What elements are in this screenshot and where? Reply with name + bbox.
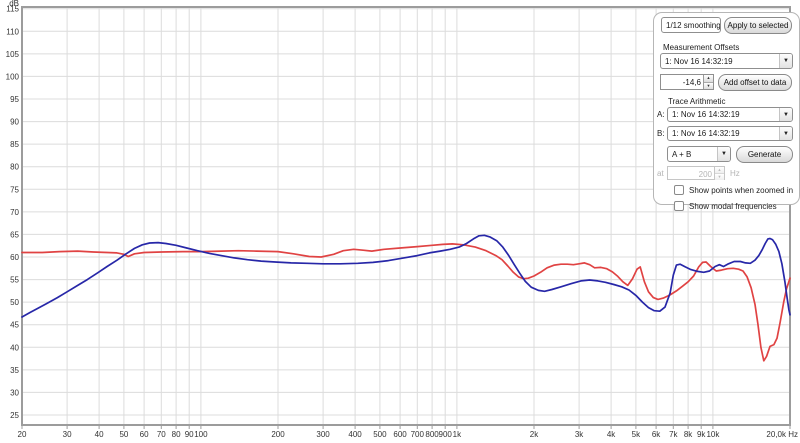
spin-down-icon: ▼: [715, 174, 724, 180]
chevron-down-icon[interactable]: ▼: [717, 147, 730, 161]
y-tick-label: 35: [10, 366, 19, 375]
x-tick-label: 500: [373, 430, 387, 439]
x-tick-label: 20: [18, 430, 27, 439]
smoothing-select[interactable]: 1/12 smoothing ▼: [661, 17, 721, 33]
offset-value-spinner[interactable]: -14,6 ▲ ▼: [660, 74, 714, 90]
x-tick-label: 40: [95, 430, 104, 439]
y-tick-label: 25: [10, 411, 19, 420]
x-tick-label: 700: [411, 430, 425, 439]
at-frequency-spinner: 200 ▲ ▼: [667, 166, 725, 180]
generate-button[interactable]: Generate: [736, 146, 793, 163]
x-axis-ticks: [21, 425, 791, 429]
x-tick-label: 7k: [669, 430, 678, 439]
chevron-down-icon[interactable]: ▼: [779, 108, 792, 121]
x-tick-label: 6k: [652, 430, 661, 439]
x-tick-label: 400: [348, 430, 362, 439]
x-tick-label: 50: [119, 430, 128, 439]
x-tick-label: 800: [425, 430, 439, 439]
y-tick-label: 105: [6, 50, 20, 59]
x-tick-label: 8k: [684, 430, 693, 439]
chevron-down-icon[interactable]: ▼: [779, 54, 792, 68]
controls-panel: 1/12 smoothing ▼ Apply to selected Measu…: [653, 12, 800, 211]
trace-b-value: 1: Nov 16 14:32:19: [672, 129, 740, 138]
y-tick-label: 45: [10, 321, 19, 330]
trace-a-value: 1: Nov 16 14:32:19: [672, 110, 740, 119]
y-tick-label: 70: [10, 208, 19, 217]
trace-a-label: A:: [657, 110, 665, 119]
offset-measurement-select[interactable]: 1: Nov 16 14:32:19 ▼: [660, 53, 793, 69]
x-tick-label: 70: [157, 430, 166, 439]
apply-to-selected-button[interactable]: Apply to selected: [724, 17, 792, 34]
spin-up-icon[interactable]: ▲: [704, 75, 713, 83]
y-tick-label: 115: [6, 5, 19, 14]
x-tick-label: 2k: [530, 430, 539, 439]
y-tick-label: 85: [10, 140, 19, 149]
y-tick-label: 90: [10, 118, 19, 127]
y-tick-label: 80: [10, 163, 19, 172]
x-tick-label: 4k: [607, 430, 616, 439]
smoothing-value: 1/12 smoothing: [666, 20, 721, 30]
trace-measurement-red[interactable]: [21, 243, 791, 362]
x-tick-label: 1k: [453, 430, 462, 439]
x-tick-label: 300: [316, 430, 330, 439]
x-tick-label: 600: [393, 430, 407, 439]
y-tick-label: 60: [10, 253, 19, 262]
x-tick-label: 200: [271, 430, 285, 439]
x-tick-label: 60: [140, 430, 149, 439]
trace-measurement-blue[interactable]: [21, 234, 791, 318]
spin-down-icon[interactable]: ▼: [704, 82, 713, 89]
y-tick-label: 40: [10, 343, 19, 352]
x-tick-label: 3k: [575, 430, 584, 439]
x-tick-label: 10k: [706, 430, 720, 439]
spin-up-icon: ▲: [715, 167, 724, 174]
x-tick-label: 80: [172, 430, 181, 439]
x-tick-label: 90: [185, 430, 194, 439]
operation-select[interactable]: A + B ▼: [667, 146, 731, 162]
chevron-down-icon[interactable]: ▼: [779, 127, 792, 140]
y-tick-label: 65: [10, 230, 19, 239]
x-tick-label: 20,0k Hz: [766, 430, 798, 439]
x-tick-label: 5k: [632, 430, 641, 439]
x-tick-label: 30: [63, 430, 72, 439]
y-axis-unit-label: dB: [9, 0, 19, 8]
show-points-label: Show points when zoomed in: [689, 185, 794, 195]
x-tick-label: 100: [194, 430, 208, 439]
hz-label: Hz: [730, 169, 740, 178]
show-modal-checkbox[interactable]: [674, 201, 684, 211]
y-tick-label: 30: [10, 388, 19, 397]
at-frequency-value: 200: [698, 170, 712, 179]
add-offset-button[interactable]: Add offset to data: [718, 74, 792, 91]
grid-lines: [21, 7, 791, 425]
y-tick-label: 50: [10, 298, 19, 307]
trace-b-select[interactable]: 1: Nov 16 14:32:19 ▼: [667, 126, 793, 141]
offset-measurement-value: 1: Nov 16 14:32:19: [665, 56, 733, 66]
show-points-checkbox-row: Show points when zoomed in: [674, 185, 793, 195]
y-tick-label: 75: [10, 185, 19, 194]
at-label: at: [657, 169, 664, 178]
y-tick-label: 55: [10, 276, 19, 285]
x-tick-label: 9k: [697, 430, 706, 439]
plot-border: [21, 6, 791, 426]
trace-a-select[interactable]: 1: Nov 16 14:32:19 ▼: [667, 107, 793, 122]
show-points-checkbox[interactable]: [674, 185, 684, 195]
offset-value: -14,6: [682, 78, 701, 87]
trace-b-label: B:: [657, 129, 665, 138]
trace-arithmetic-title: Trace Arithmetic: [668, 97, 726, 106]
show-modal-checkbox-row: Show modal frequencies: [674, 201, 777, 211]
show-modal-label: Show modal frequencies: [689, 201, 777, 211]
y-tick-label: 95: [10, 95, 19, 104]
operation-value: A + B: [672, 149, 692, 159]
measurement-offsets-title: Measurement Offsets: [663, 43, 740, 52]
y-tick-label: 110: [6, 27, 19, 36]
x-tick-label: 900: [439, 430, 453, 439]
y-tick-label: 100: [6, 72, 20, 81]
